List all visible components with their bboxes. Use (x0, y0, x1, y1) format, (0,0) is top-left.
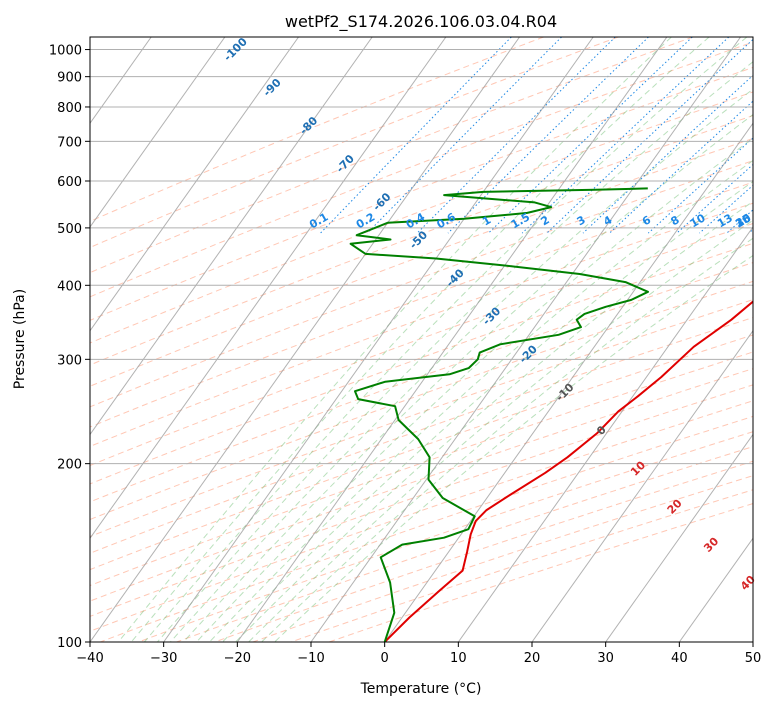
moist-adiabat-line (197, 37, 775, 642)
dry-adiabat-line (100, 37, 775, 642)
dry-adiabat-label: 20 (665, 496, 685, 516)
x-axis-label: Temperature (°C) (360, 681, 482, 697)
dry-adiabat-label: -90 (261, 76, 284, 99)
dry-adiabat-label: 10 (628, 458, 648, 478)
x-tick-label: −30 (150, 651, 177, 666)
mixing-ratio-line (522, 37, 729, 233)
x-tick-label: 0 (381, 651, 389, 666)
mixing-ratio-line (547, 37, 756, 233)
mixing-ratio-line (367, 37, 561, 233)
dry-adiabat-label: -10 (553, 381, 576, 404)
dry-adiabat-line (0, 37, 693, 642)
mixing-ratio-line (583, 37, 775, 233)
isotherm-line (0, 37, 225, 642)
y-tick-label: 200 (57, 458, 82, 473)
mixing-ratio-line (489, 37, 693, 233)
mixing-ratio-label: 2 (539, 213, 552, 228)
dry-adiabat-label: -50 (407, 228, 430, 251)
dry-adiabat-label: 40 (738, 573, 758, 593)
x-tick-label: −40 (76, 651, 103, 666)
moist-adiabat-line (131, 37, 709, 642)
x-tick-label: 30 (597, 651, 614, 666)
x-tick-label: −10 (297, 651, 324, 666)
y-tick-label: 100 (57, 636, 82, 651)
x-axis: −40 −30 −20 −10 0 10 20 30 40 50 (76, 642, 761, 666)
dewpoint-line (351, 188, 648, 642)
mixing-ratio-label: 6 (640, 213, 653, 228)
dry-adiabat-label: -70 (334, 152, 357, 175)
x-tick-label: 40 (671, 651, 688, 666)
y-tick-label: 600 (57, 175, 82, 190)
dry-adiabat-line (0, 37, 768, 642)
temperature-line (385, 186, 775, 642)
dry-adiabat-line (253, 37, 775, 642)
dry-adiabat-label: -60 (370, 190, 393, 213)
mixing-ratio-line (321, 37, 512, 233)
moist-adiabat-line (236, 37, 775, 642)
mixing-ratio-line (677, 37, 775, 233)
y-tick-label: 300 (57, 353, 82, 368)
isotherm-line (532, 37, 775, 642)
chart-title: wetPf2_S174.2026.106.03.04.R04 (285, 12, 557, 32)
isotherm-line (753, 37, 775, 642)
dry-adiabat-label: -20 (517, 342, 540, 365)
adiabat-labels: -100-90-80-70-60-50-40-30-20-10010203040… (221, 35, 758, 593)
isotherm-line (0, 37, 299, 642)
moist-adiabat-line (249, 37, 775, 642)
dry-adiabat-label: -80 (297, 114, 320, 137)
isotherm-line (0, 37, 372, 642)
mixing-ratio-line (417, 37, 615, 233)
isotherm-line (679, 37, 775, 642)
isotherm-line (458, 37, 775, 642)
diagram-background-lines (0, 37, 775, 642)
y-tick-label: 500 (57, 222, 82, 237)
x-tick-label: 10 (450, 651, 467, 666)
x-tick-label: 20 (524, 651, 541, 666)
x-tick-label: −20 (224, 651, 251, 666)
dry-adiabat-label: -40 (444, 266, 467, 289)
x-tick-label: 50 (745, 651, 762, 666)
isotherm-line (0, 37, 4, 642)
moist-adiabat-line (118, 37, 671, 642)
y-axis: 1000 900 800 700 600 500 400 300 200 100 (49, 44, 90, 651)
dry-adiabat-label: 30 (701, 535, 721, 555)
plot-frame (90, 37, 753, 642)
y-axis-label: Pressure (hPa) (12, 289, 28, 389)
y-tick-label: 1000 (49, 44, 82, 59)
moist-adiabat-line (144, 37, 747, 642)
y-tick-label: 700 (57, 135, 82, 150)
isotherm-line (16, 37, 446, 642)
moist-adiabat-line (210, 37, 775, 642)
y-tick-label: 400 (57, 279, 82, 294)
mixing-ratio-line (700, 37, 775, 233)
y-tick-label: 900 (57, 71, 82, 86)
y-tick-label: 800 (57, 101, 82, 116)
